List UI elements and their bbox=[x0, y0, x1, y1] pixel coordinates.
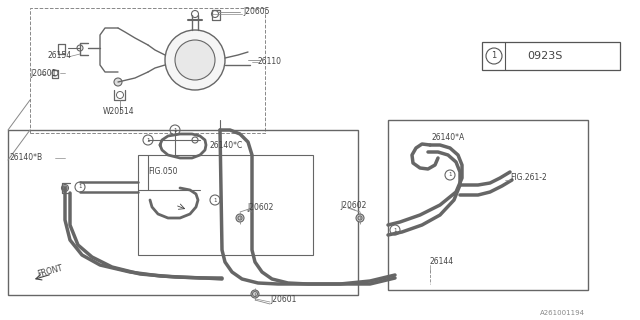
Text: 0923S: 0923S bbox=[527, 51, 563, 61]
Circle shape bbox=[236, 214, 244, 222]
Text: 26110: 26110 bbox=[258, 58, 282, 67]
Circle shape bbox=[175, 40, 215, 80]
Text: 26154: 26154 bbox=[47, 51, 71, 60]
Text: FRONT: FRONT bbox=[36, 263, 63, 279]
Text: J20602: J20602 bbox=[340, 201, 366, 210]
Circle shape bbox=[165, 30, 225, 90]
Text: 26140*C: 26140*C bbox=[210, 140, 243, 149]
Text: 1: 1 bbox=[492, 52, 497, 60]
Circle shape bbox=[251, 290, 259, 298]
Text: A261001194: A261001194 bbox=[540, 310, 585, 316]
Bar bbox=[30, 8, 265, 133]
Text: 1: 1 bbox=[173, 127, 177, 132]
Text: 1: 1 bbox=[78, 185, 82, 189]
Text: 1: 1 bbox=[147, 138, 150, 142]
Text: FIG.261-2: FIG.261-2 bbox=[510, 173, 547, 182]
Text: FIG.050: FIG.050 bbox=[148, 167, 177, 177]
Bar bbox=[138, 155, 313, 255]
Text: 26144: 26144 bbox=[430, 258, 454, 267]
Circle shape bbox=[61, 185, 68, 191]
Circle shape bbox=[114, 78, 122, 86]
Text: J20605: J20605 bbox=[243, 7, 269, 17]
Bar bbox=[8, 130, 358, 295]
Text: W20514: W20514 bbox=[103, 108, 134, 116]
Text: 26140*A: 26140*A bbox=[432, 133, 465, 142]
Bar bbox=[388, 120, 588, 290]
Text: J20602: J20602 bbox=[247, 204, 273, 212]
Text: J20601: J20601 bbox=[270, 295, 296, 305]
Circle shape bbox=[356, 214, 364, 222]
Text: 1: 1 bbox=[393, 228, 397, 233]
Text: 1: 1 bbox=[448, 172, 452, 178]
Text: J20601: J20601 bbox=[30, 68, 56, 77]
Text: 1: 1 bbox=[213, 197, 217, 203]
Text: 26140*B: 26140*B bbox=[10, 154, 43, 163]
Bar bbox=[482, 42, 620, 70]
